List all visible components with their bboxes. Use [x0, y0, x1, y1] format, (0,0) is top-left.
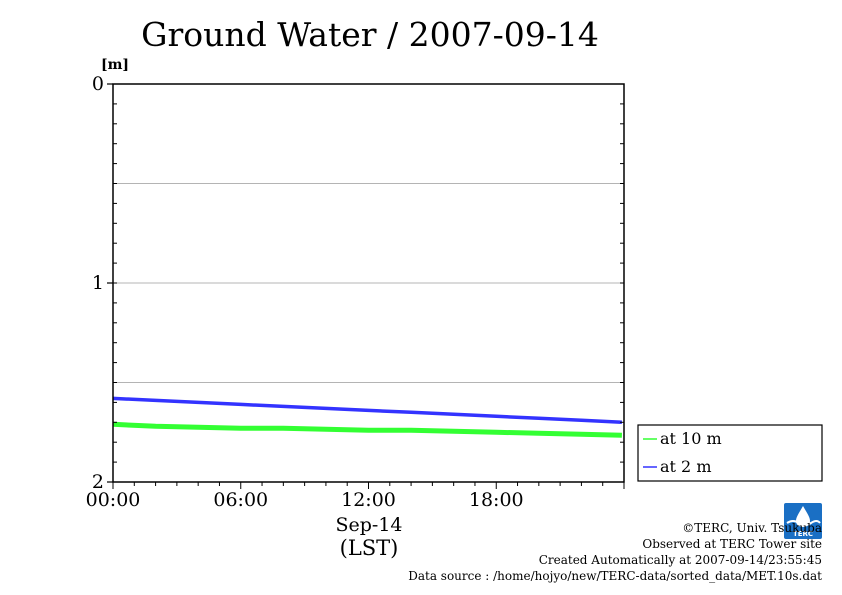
- source-text: Data source : /home/hojyo/new/TERC-data/…: [408, 569, 822, 583]
- legend-label-2m: at 2 m: [660, 457, 712, 476]
- logo-text: TERC: [793, 530, 813, 538]
- x-tick-label-0: 00:00: [86, 489, 141, 511]
- y-ticks: 0 1 2: [92, 73, 624, 493]
- series-layer: [112, 396, 622, 438]
- y-axis-label: [m]: [101, 57, 129, 73]
- wave-icon: [786, 520, 821, 526]
- water-drop-icon: [796, 506, 810, 527]
- terc-logo: TERC: [784, 503, 822, 539]
- legend-box: [637, 424, 823, 482]
- legend: at 10 m at 2 m: [637, 424, 823, 482]
- series-line-1: [112, 396, 622, 425]
- y-tick-label-2: 2: [92, 471, 104, 493]
- y-tick-label-0: 0: [92, 73, 104, 95]
- created-text: Created Automatically at 2007-09-14/23:5…: [538, 553, 822, 567]
- legend-label-10m: at 10 m: [660, 429, 722, 448]
- chart-title: Ground Water / 2007-09-14: [141, 15, 599, 54]
- credits: ©TERC, Univ. Tsukuba Observed at TERC To…: [408, 520, 822, 584]
- copyright-text: ©TERC, Univ. Tsukuba: [682, 521, 822, 535]
- x-tick-label-1: 06:00: [213, 489, 268, 511]
- grid-lines: [113, 183, 624, 383]
- x-tick-label-2: 12:00: [341, 489, 396, 511]
- x-tick-label-3: 18:00: [469, 489, 524, 511]
- series-line-0: [112, 421, 622, 438]
- x-ticks: 00:00 06:00 12:00 18:00: [86, 482, 625, 511]
- observed-text: Observed at TERC Tower site: [642, 537, 822, 551]
- x-axis-label: (LST): [340, 536, 399, 560]
- x-axis-date-label: Sep-14: [335, 514, 402, 536]
- y-tick-label-1: 1: [92, 272, 104, 294]
